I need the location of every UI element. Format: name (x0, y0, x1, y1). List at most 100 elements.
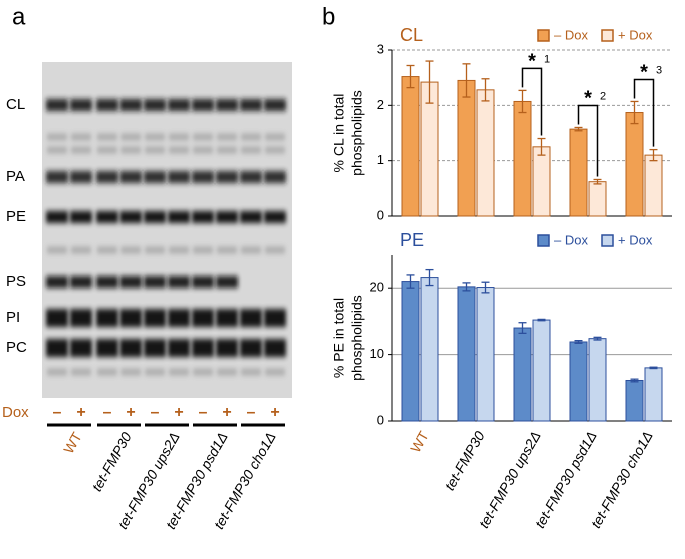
band (168, 309, 190, 327)
band (144, 171, 166, 183)
band (96, 171, 118, 183)
band (241, 369, 261, 375)
band (192, 171, 214, 183)
dox-sign: + (174, 404, 183, 421)
bar (457, 79, 476, 217)
band (71, 369, 91, 375)
bar (569, 128, 588, 217)
band (46, 99, 68, 111)
band (144, 339, 166, 357)
dox-sign: + (222, 404, 231, 421)
bar (569, 341, 588, 422)
dox-sign: – (247, 404, 256, 421)
band (47, 247, 67, 253)
band (169, 247, 189, 253)
band (70, 339, 92, 357)
significance-bracket (577, 104, 599, 177)
band (96, 211, 118, 223)
band (265, 147, 285, 153)
band (264, 211, 286, 223)
panel-label: a (12, 3, 26, 30)
band (46, 276, 68, 288)
band (264, 171, 286, 183)
band (96, 309, 118, 327)
band (96, 276, 118, 288)
band (241, 247, 261, 253)
y-axis-label: phospholipids (349, 295, 365, 381)
y-axis-label: % CL in total (331, 94, 347, 173)
bar (532, 319, 551, 422)
band (217, 247, 237, 253)
band (71, 247, 91, 253)
x-tick-label: WT (407, 428, 432, 455)
significance-note: 2 (600, 90, 606, 102)
panel-label: b (322, 3, 335, 30)
band (46, 309, 68, 327)
band (145, 369, 165, 375)
band (216, 339, 238, 357)
dox-sign: – (103, 404, 112, 421)
band (168, 339, 190, 357)
band (120, 276, 142, 288)
bar (401, 76, 420, 217)
legend-label: – Dox (554, 27, 588, 42)
band (120, 339, 142, 357)
band-label: PE (6, 208, 26, 225)
legend-swatch (537, 234, 550, 247)
band (264, 339, 286, 357)
chart-title: PE (400, 230, 424, 250)
band (265, 247, 285, 253)
band (169, 369, 189, 375)
x-tick-label: tet-FMP30 cho1Δ (587, 428, 655, 530)
band (96, 99, 118, 111)
dox-label: Dox (2, 404, 29, 421)
dox-sign: – (151, 404, 160, 421)
band-label: PI (6, 309, 20, 326)
band (265, 369, 285, 375)
band (46, 339, 68, 357)
band (144, 99, 166, 111)
band-label: PA (6, 168, 25, 185)
y-tick-label: 0 (377, 412, 384, 427)
band (240, 171, 262, 183)
band (240, 211, 262, 223)
dox-sign: – (199, 404, 208, 421)
y-tick-label: 20 (370, 280, 384, 295)
band (70, 211, 92, 223)
y-axis-label: phospholipids (349, 90, 365, 176)
band (145, 147, 165, 153)
band (120, 99, 142, 111)
band (97, 247, 117, 253)
band (121, 147, 141, 153)
band (216, 171, 238, 183)
band (216, 211, 238, 223)
band (240, 339, 262, 357)
band (216, 99, 238, 111)
band (241, 134, 261, 140)
band (70, 276, 92, 288)
band-label: CL (6, 96, 25, 113)
band (70, 171, 92, 183)
band (70, 309, 92, 327)
bar (513, 100, 532, 217)
band (120, 211, 142, 223)
band (192, 309, 214, 327)
legend-label: + Dox (618, 27, 653, 42)
band (47, 369, 67, 375)
significance-note: 3 (656, 64, 662, 76)
band-label: PC (6, 339, 27, 356)
band (192, 211, 214, 223)
band (192, 99, 214, 111)
band (144, 211, 166, 223)
legend-swatch (601, 234, 614, 247)
band (217, 134, 237, 140)
bar (644, 367, 663, 422)
bar (625, 379, 644, 422)
y-tick-label: 0 (377, 207, 384, 222)
dox-sign: + (126, 404, 135, 421)
dox-sign: – (53, 404, 62, 421)
band (120, 171, 142, 183)
y-tick-label: 1 (377, 152, 384, 167)
band (216, 276, 238, 288)
band (46, 171, 68, 183)
